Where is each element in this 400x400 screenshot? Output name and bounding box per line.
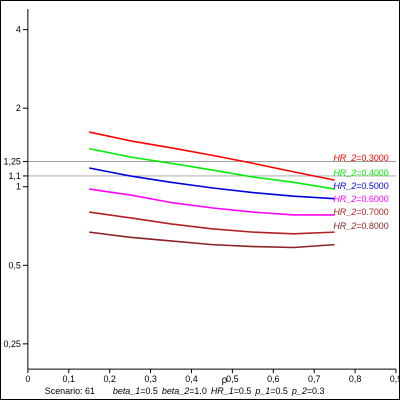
series-label: HR_2=0.6000 [333, 194, 388, 204]
y-tick-label: 0,5 [8, 260, 20, 270]
footer-text: Scenario: 61 beta_1=0.5 beta_2=1.0 HR_1=0.5… [45, 386, 325, 396]
y-tick-label: 0,25 [3, 339, 20, 349]
x-tick-label: 0,8 [349, 374, 361, 384]
x-tick-label: 0,7 [308, 374, 320, 384]
series-line [89, 231, 335, 249]
series-label: HR_2=0.3000 [333, 153, 388, 163]
series-line [89, 211, 335, 235]
x-tick-label: 0 [25, 374, 30, 384]
series-label: HR_2=0.5000 [333, 181, 388, 191]
reference-lines [27, 160, 397, 177]
y-axis-ticks: 0,25 0,5 11,1 1,25 2 4 [3, 25, 28, 349]
x-tick-label: 0,1 [63, 374, 75, 384]
footer: Scenario: 61 beta_1=0.5 beta_2=1.0 HR_1=0.5… [45, 386, 325, 396]
x-tick-label: 0,3 [144, 374, 156, 384]
series-label: HR_2=0.4000 [333, 168, 388, 178]
series-lines [89, 131, 335, 249]
y-tick-label: 4 [16, 25, 21, 35]
x-tick-label: 0,5 [226, 374, 238, 384]
series-line [89, 188, 335, 216]
series-label: HR_2=0.7000 [333, 207, 388, 217]
x-axis-title: ρ [222, 375, 228, 386]
series-line [89, 167, 335, 200]
plot-area: 0,25 0,5 11,1 1,25 2 4 0 0,1 0,2 0,3 0,4 0,5 0,6 0,7… [3, 8, 400, 384]
x-axis-ticks: 0 0,1 0,2 0,3 0,4 0,5 0,6 0,7 0,8 0,9 [25, 369, 400, 384]
x-tick-label: 0,4 [185, 374, 197, 384]
y-tick-label: 1 [16, 182, 21, 192]
series-line [89, 147, 335, 190]
series-label: HR_2=0.8000 [333, 221, 388, 231]
x-tick-label: 0,2 [103, 374, 115, 384]
x-tick-label: 0,9 [390, 374, 400, 384]
y-tick-label: 2 [16, 103, 21, 113]
y-tick-label: 1,25 [3, 156, 20, 166]
x-tick-label: 0,6 [267, 374, 279, 384]
series-line [89, 131, 335, 181]
series-labels: HR_2=0.3000 HR_2=0.4000 HR_2=0.5000 HR_2=0.… [333, 153, 388, 231]
y-tick-label: 1,1 [8, 171, 20, 181]
